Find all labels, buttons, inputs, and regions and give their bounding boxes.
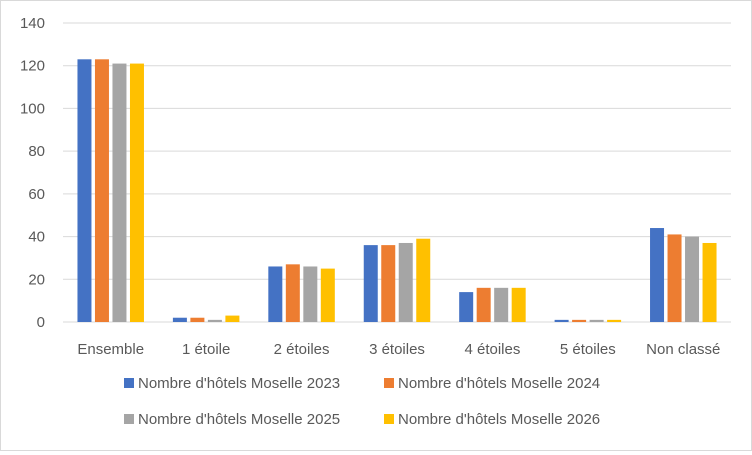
x-tick-label: 4 étoiles — [464, 341, 520, 358]
bar-4-5 — [511, 287, 526, 322]
y-tick-label: 80 — [28, 143, 45, 160]
y-tick-label: 140 — [20, 15, 45, 32]
y-tick-label: 0 — [37, 314, 45, 331]
bar-3-5 — [494, 287, 509, 322]
bar-3-4 — [398, 242, 413, 322]
bar-3-3 — [303, 266, 318, 322]
bar-4-1 — [129, 63, 144, 322]
x-tick-label: Non classé — [646, 341, 720, 358]
legend-label-3: Nombre d'hôtels Moselle 2025 — [138, 411, 340, 428]
bar-2-2 — [190, 317, 205, 322]
bar-2-5 — [476, 287, 491, 322]
bar-1-2 — [172, 317, 187, 322]
bar-1-3 — [268, 266, 283, 322]
legend-label-2: Nombre d'hôtels Moselle 2024 — [398, 375, 600, 392]
bar-2-4 — [381, 245, 396, 322]
bar-2-6 — [572, 319, 587, 322]
legend-label-1: Nombre d'hôtels Moselle 2023 — [138, 375, 340, 392]
bar-3-1 — [112, 63, 127, 322]
x-tick-label: 1 étoile — [182, 341, 230, 358]
bar-3-7 — [685, 236, 700, 322]
y-tick-label: 20 — [28, 271, 45, 288]
x-axis-ticks: Ensemble 1 étoile 2 étoiles 3 étoiles 4 étoi… — [77, 341, 720, 358]
gridlines — [63, 22, 731, 323]
bar-4-7 — [702, 242, 717, 322]
bar-2-7 — [667, 234, 682, 322]
legend-swatch-2 — [384, 378, 394, 388]
x-tick-label: Ensemble — [77, 341, 144, 358]
bar-4-3 — [320, 268, 335, 322]
bar-1-6 — [554, 319, 569, 322]
y-tick-label: 40 — [28, 229, 45, 246]
bar-3-2 — [207, 319, 222, 322]
legend: Nombre d'hôtels Moselle 2023 Nombre d'hôt… — [124, 375, 600, 428]
bar-3-6 — [589, 319, 604, 322]
legend-swatch-4 — [384, 414, 394, 424]
legend-label-4: Nombre d'hôtels Moselle 2026 — [398, 411, 600, 428]
bar-2-3 — [285, 264, 300, 322]
bar-1-1 — [77, 59, 92, 323]
y-axis-ticks: 0 20 40 60 80 100 120 140 — [20, 15, 45, 331]
legend-swatch-1 — [124, 378, 134, 388]
bars — [77, 59, 717, 323]
y-tick-label: 60 — [28, 186, 45, 203]
bar-4-4 — [416, 238, 431, 322]
x-tick-label: 2 étoiles — [274, 341, 330, 358]
x-tick-label: 3 étoiles — [369, 341, 425, 358]
bar-4-2 — [225, 315, 240, 322]
x-tick-label: 5 étoiles — [560, 341, 616, 358]
y-tick-label: 100 — [20, 100, 45, 117]
y-tick-label: 120 — [20, 58, 45, 75]
bar-1-4 — [363, 245, 378, 322]
bar-1-5 — [459, 292, 474, 322]
legend-swatch-3 — [124, 414, 134, 424]
bar-4-6 — [607, 319, 622, 322]
bar-1-7 — [650, 228, 665, 322]
bar-2-1 — [94, 59, 109, 323]
